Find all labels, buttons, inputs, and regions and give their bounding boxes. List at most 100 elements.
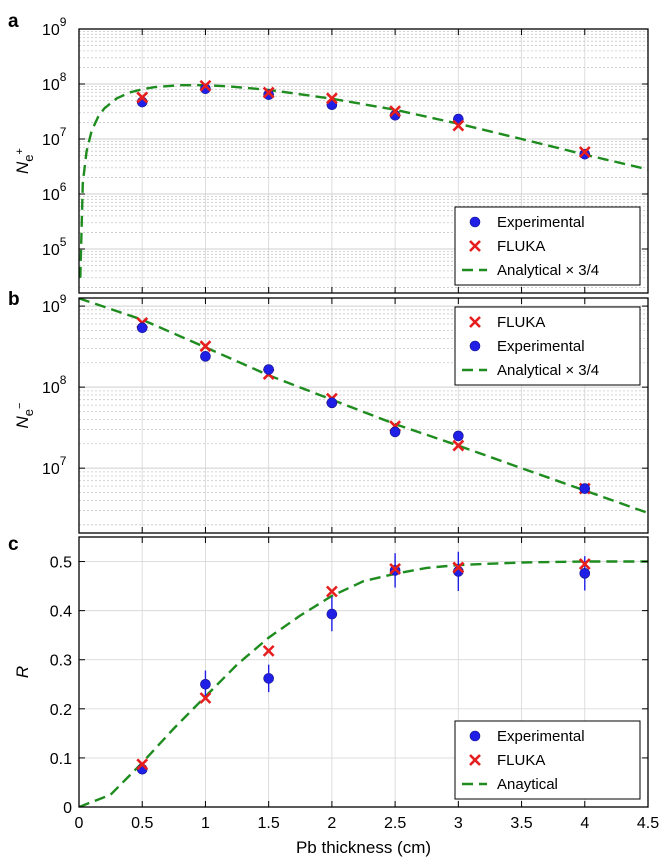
legend-marker-circle (469, 216, 481, 228)
legend-marker-x (469, 316, 481, 328)
legend-box (454, 306, 641, 386)
fluka-point (199, 340, 212, 353)
y-tick-label: 105 (42, 235, 67, 259)
legend-label: Analytical × 3/4 (497, 362, 599, 379)
y-tick-exponent: 6 (60, 180, 67, 194)
series-experimental (136, 322, 591, 494)
x-tick-label: 0 (75, 815, 84, 832)
analytical-curve (79, 560, 648, 807)
y-tick-label: 0.5 (50, 555, 72, 572)
panel-c: 0 0.1 0.2 0.3 0.4 0.5 0 0.5 1 1.5 2 2.5 3 3.5 4 4.5 c R Pb… (8, 534, 659, 857)
fluka-point (325, 92, 338, 105)
y-tick-label: 107 (42, 125, 67, 149)
y-tick-exponent: 9 (60, 15, 67, 29)
fluka-point (262, 86, 275, 99)
x-tick-label: 3 (454, 815, 463, 832)
y-label-base: N (13, 161, 32, 174)
experimental-point (579, 483, 591, 494)
fluka-point (199, 692, 212, 704)
fluka-point (262, 644, 275, 657)
y-label-base: N (13, 415, 32, 428)
y-tick-label: 109 (42, 292, 67, 316)
legend-label: FLUKA (497, 752, 545, 769)
legend-marker-circle (469, 340, 481, 352)
legend-label: Anaytical (497, 776, 558, 793)
y-tick-label: 106 (42, 180, 67, 204)
legend-b: FLUKA Experimental Analytical × 3/4 (454, 306, 641, 386)
plot-frame (78, 297, 649, 534)
y-axis-label: Ne− (13, 403, 36, 429)
experimental-point (326, 397, 338, 409)
x-tick-label: 4.5 (637, 815, 659, 832)
fluka-point (136, 91, 149, 104)
grid-a (78, 28, 649, 293)
experimental-point (579, 568, 591, 579)
legend-label: Experimental (497, 338, 585, 355)
plot-frame (78, 28, 649, 294)
panel-a: 105 106 107 108 109 a Ne+ Experimental FLUKA Anal… (8, 11, 649, 294)
panel-letter: b (8, 289, 20, 310)
y-tick-label: 108 (42, 70, 67, 94)
x-axis-label: Pb thickness (cm) (296, 838, 431, 857)
experimental-point (579, 148, 591, 160)
legend-marker-x (469, 754, 481, 766)
y-tick-exponent: 7 (60, 125, 67, 139)
experimental-point (389, 426, 401, 438)
y-label-base: R (13, 666, 32, 678)
analytical-curve (79, 84, 648, 278)
x-tick-label: 2.5 (384, 815, 406, 832)
fluka-point (325, 585, 338, 598)
fluka-point (199, 79, 212, 92)
y-label-sub: e (21, 409, 36, 416)
experimental-point (263, 89, 274, 100)
fluka-point (452, 119, 465, 132)
y-tick-exponent: 7 (60, 454, 67, 468)
experimental-point (200, 351, 211, 362)
y-tick-label: 0.1 (50, 751, 72, 768)
fluka-point (452, 561, 465, 574)
experimental-point (453, 430, 464, 442)
experimental-point (136, 322, 148, 334)
analytical-curve (79, 298, 648, 515)
y-tick-exponent: 5 (60, 235, 67, 249)
y-label-sub: e (21, 154, 36, 161)
panel-b: 107 108 109 b Ne− FLUKA Experimental Analytical… (8, 289, 649, 534)
plot-frame (78, 536, 649, 808)
legend-label: Experimental (497, 728, 585, 745)
experimental-point (263, 364, 274, 375)
x-ticks-c: 0 0.5 1 1.5 2 2.5 3 3.5 4 4.5 (75, 537, 659, 832)
fluka-point (389, 105, 402, 118)
x-ticks-a (78, 29, 649, 293)
legend-marker-x (469, 240, 481, 252)
legend-label: FLUKA (497, 238, 545, 255)
panel-letter: c (8, 534, 19, 555)
x-tick-label: 2 (327, 815, 336, 832)
experimental-point (200, 83, 211, 95)
y-tick-label: 0.2 (50, 702, 72, 719)
y-tick-label: 0.3 (50, 653, 72, 670)
fluka-point (136, 758, 149, 771)
y-tick-exponent: 8 (60, 70, 67, 84)
x-tick-label: 1 (201, 815, 210, 832)
experimental-point (200, 678, 211, 690)
y-axis-label: Ne+ (13, 148, 36, 174)
legend-c: Experimental FLUKA Anaytical (454, 720, 641, 800)
series-fluka (136, 558, 591, 771)
x-tick-label: 1.5 (258, 815, 280, 832)
x-ticks-b (78, 298, 649, 533)
y-tick-label: 109 (42, 15, 67, 39)
experimental-point (263, 673, 274, 684)
y-ticks-c: 0 0.1 0.2 0.3 0.4 0.5 (50, 555, 648, 817)
y-tick-label: 108 (42, 373, 67, 397)
y-tick-exponent: 8 (60, 373, 67, 387)
legend-label: FLUKA (497, 314, 545, 331)
y-label-sup: − (14, 403, 26, 409)
y-tick-label: 107 (42, 454, 67, 478)
legend-label: Analytical × 3/4 (497, 262, 599, 279)
legend-marker-circle (469, 730, 481, 742)
fluka-point (389, 562, 402, 575)
x-tick-label: 4 (580, 815, 589, 832)
y-tick-label: 0 (63, 800, 72, 817)
legend-box (454, 206, 641, 286)
